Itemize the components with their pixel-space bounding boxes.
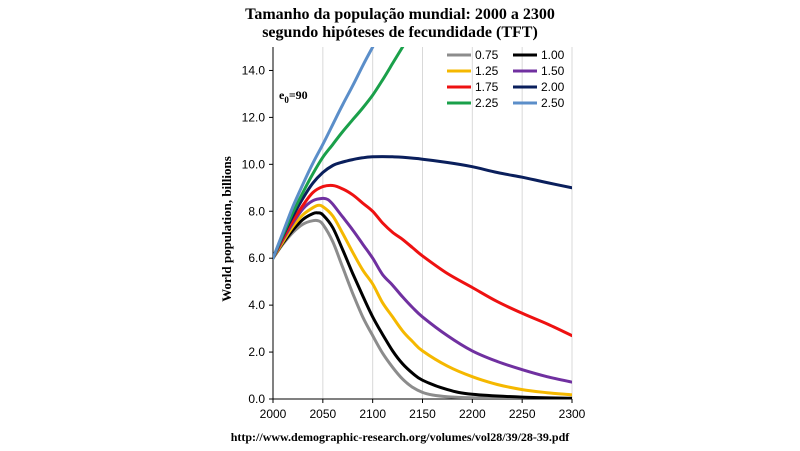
series-line-0-75 (273, 218, 572, 399)
legend-label-2-25: 2.25 (475, 96, 499, 110)
legend-label-1-00: 1.00 (541, 48, 565, 62)
grid (322, 47, 573, 399)
y-axis-label: World population, billions (219, 156, 234, 302)
x-tick-label: 2050 (309, 407, 336, 421)
y-tick-label: 0.0 (248, 392, 265, 406)
y-tick-label: 4.0 (248, 298, 265, 312)
legend-label-2-00: 2.00 (541, 80, 565, 94)
y-tick-label: 12.0 (242, 110, 266, 124)
legend-label-2-50: 2.50 (541, 96, 565, 110)
legend-label-1-25: 1.25 (475, 64, 499, 78)
series-line-2-50 (273, 47, 375, 260)
legend-label-0-75: 0.75 (475, 48, 499, 62)
y-tick-label: 6.0 (248, 251, 265, 265)
series-line-2-25 (273, 47, 405, 260)
series-line-1-75 (273, 183, 572, 338)
legend-label-1-50: 1.50 (541, 64, 565, 78)
y-tick-label: 2.0 (248, 345, 265, 359)
series-line-2-00 (273, 155, 572, 260)
series-line-1-00 (273, 211, 572, 399)
legend-label-1-75: 1.75 (475, 80, 499, 94)
chart-title: Tamanho da população mundial: 2000 a 230… (245, 6, 555, 23)
plot-area (273, 47, 572, 399)
source-url: http://www.demographic-research.org/volu… (230, 430, 570, 444)
series-line-1-25 (273, 203, 572, 397)
x-tick-label: 2200 (459, 407, 486, 421)
life-expectancy-annotation: e0=90 (279, 88, 308, 105)
chart-subtitle: segundo hipóteses de fecundidade (TFT) (262, 24, 538, 41)
y-tick-label: 10.0 (242, 157, 266, 171)
y-tick-label: 14.0 (242, 63, 266, 77)
tick-labels: 0.0 2.0 4.0 6.0 8.0 10.0 12.0 14.0 2000 2050 2100 2… (242, 63, 586, 421)
series-line-1-50 (273, 196, 572, 384)
x-tick-label: 2300 (559, 407, 586, 421)
x-tick-label: 2000 (260, 407, 287, 421)
x-tick-label: 2250 (509, 407, 536, 421)
y-tick-label: 8.0 (248, 204, 265, 218)
x-tick-label: 2100 (359, 407, 386, 421)
x-tick-label: 2150 (409, 407, 436, 421)
legend: 0.75 1.00 1.25 1.50 1.75 2.00 2.25 2.50 (447, 48, 565, 110)
